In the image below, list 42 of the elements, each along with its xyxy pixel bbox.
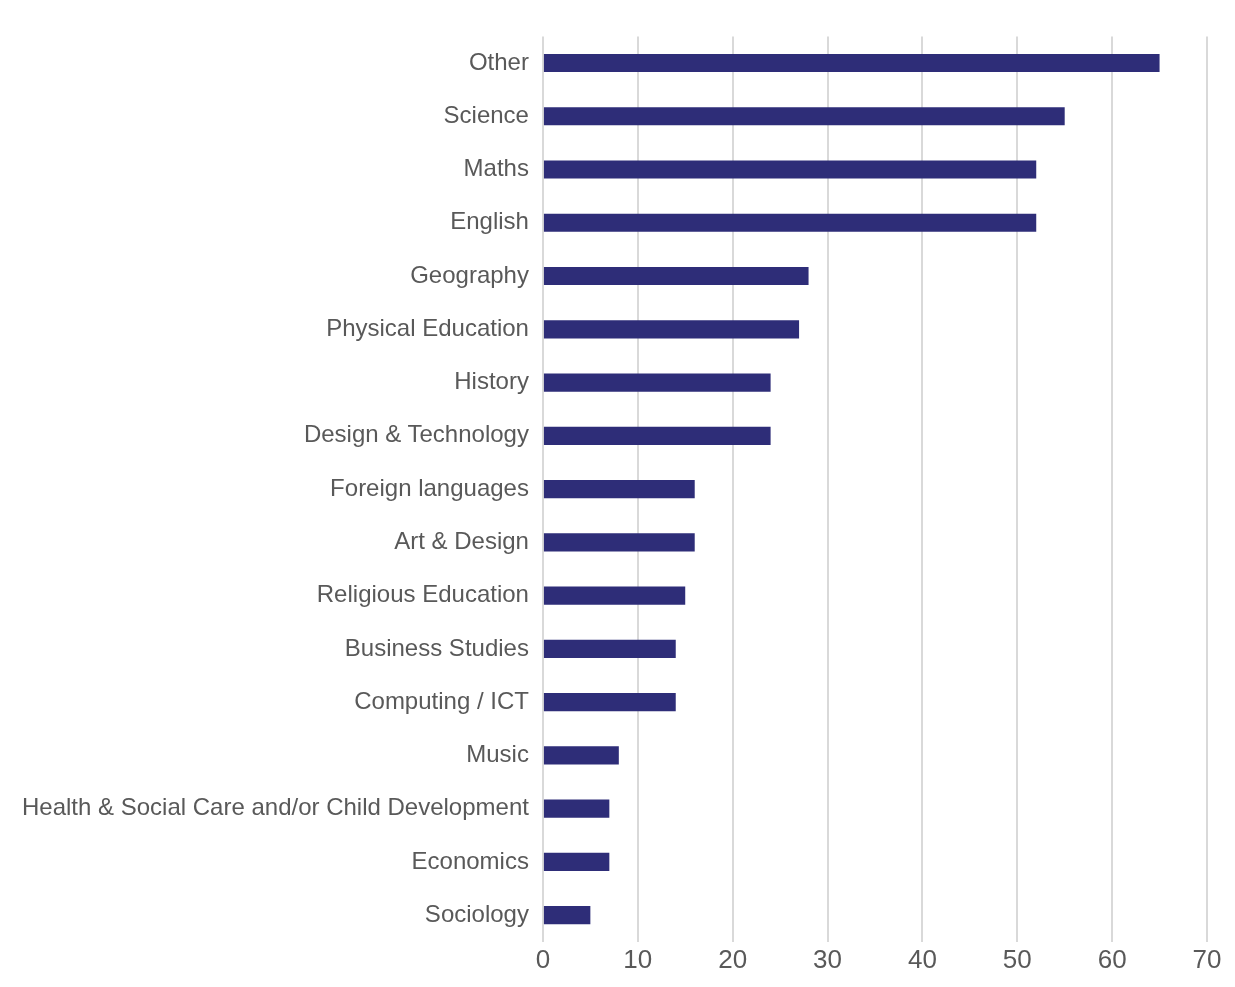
bar <box>543 267 809 286</box>
y-tick-label: Geography <box>410 260 529 288</box>
x-tick-label: 60 <box>1097 943 1127 974</box>
bar <box>543 533 695 552</box>
y-tick-label: Sociology <box>424 899 529 927</box>
y-tick-label: Other <box>468 47 529 75</box>
bar <box>543 213 1037 232</box>
x-tick-label: 40 <box>907 943 937 974</box>
bar <box>543 107 1065 126</box>
bar <box>543 320 800 339</box>
bar <box>543 53 1160 73</box>
y-tick-label: Religious Education <box>316 580 529 608</box>
y-tick-label: History <box>454 367 529 395</box>
x-tick-label: 70 <box>1192 943 1222 974</box>
bar <box>543 799 610 818</box>
y-tick-label: Physical Education <box>326 313 529 341</box>
bar <box>543 160 1037 179</box>
y-tick-label: Science <box>443 100 529 128</box>
x-tick-label: 50 <box>1002 943 1032 974</box>
x-tick-label: 20 <box>718 943 748 974</box>
y-tick-label: Economics <box>411 846 529 874</box>
bar <box>543 693 676 712</box>
y-tick-label: Business Studies <box>344 633 529 661</box>
y-tick-label: Health & Social Care and/or Child Development <box>21 793 530 821</box>
bar <box>543 639 676 658</box>
y-tick-label: Computing / ICT <box>354 686 530 714</box>
bar <box>543 906 591 925</box>
bar <box>543 426 771 445</box>
bar <box>543 852 610 871</box>
x-tick-label: 0 <box>535 943 551 974</box>
bar <box>543 480 695 499</box>
y-tick-label: Art & Design <box>394 526 529 554</box>
x-tick-label: 10 <box>623 943 653 974</box>
y-tick-label: Foreign languages <box>330 473 529 501</box>
bar <box>543 746 619 765</box>
x-tick-label: 30 <box>813 943 842 974</box>
y-tick-label: Maths <box>463 154 529 182</box>
y-tick-label: Music <box>466 740 529 768</box>
bar <box>543 373 771 392</box>
y-tick-label: English <box>450 207 529 235</box>
y-tick-label: Design & Technology <box>303 420 529 448</box>
bar <box>543 586 686 605</box>
